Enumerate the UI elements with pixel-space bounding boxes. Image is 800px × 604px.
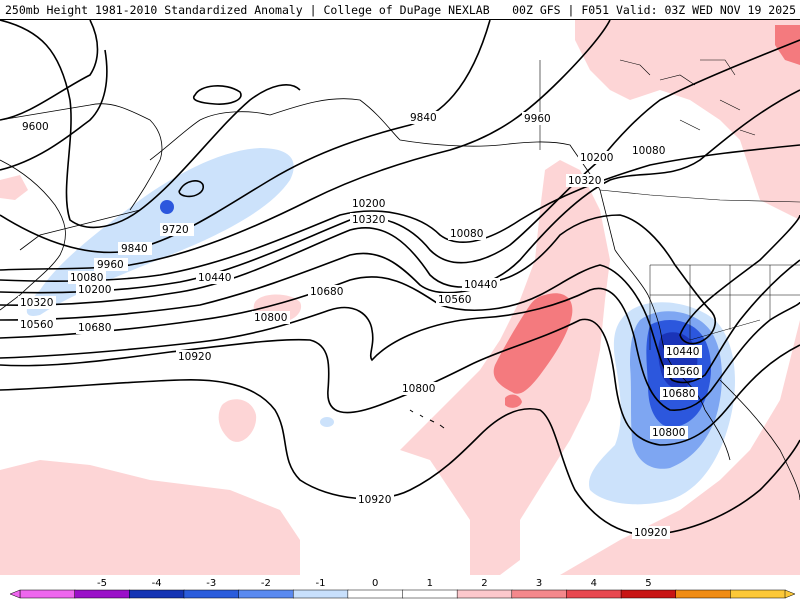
map-title: 250mb Height 1981-2010 Standardized Anom… [5, 3, 490, 17]
legend-segment [238, 589, 294, 599]
baja-coast [704, 379, 800, 501]
legend-tick-label: -5 [97, 578, 107, 589]
contour-10320 [0, 89, 800, 306]
label-9840-west: 9840 [121, 243, 148, 255]
label-10080-mid: 10080 [450, 228, 483, 240]
legend-segment [511, 589, 568, 599]
contour-10080 [0, 144, 800, 282]
anomaly-positive-mexico [560, 320, 800, 575]
arctic-islands [619, 59, 756, 136]
label-10560-west: 10560 [20, 319, 53, 331]
legend-segment [402, 589, 458, 599]
legend-tick-label: 0 [372, 578, 378, 589]
negative-anomaly-small-blob [320, 417, 334, 427]
label-10080-west: 10080 [70, 272, 103, 284]
label-10200-mid: 10200 [352, 198, 385, 210]
label-10320-mid: 10320 [352, 214, 385, 226]
contour-9600-west [0, 49, 108, 171]
label-10440-mid: 10440 [464, 279, 497, 291]
legend-colorbar: -5 -4 -3 -2 -1 0 1 2 3 4 5 [9, 578, 796, 599]
kamchatka [0, 159, 66, 311]
label-10920-east: 10920 [634, 527, 667, 539]
contour-9720-loop [178, 180, 205, 198]
label-10560-low: 10560 [666, 366, 699, 378]
label-9960-east: 9960 [524, 113, 551, 125]
label-10680-west: 10680 [78, 322, 111, 334]
contour-10440 [0, 214, 800, 345]
contour-10920 [0, 378, 800, 536]
legend-segment [292, 589, 349, 599]
label-10320-west: 10320 [20, 297, 53, 309]
contour-9840-ring [193, 85, 242, 105]
legend-tick-label: 5 [645, 578, 651, 589]
strong-positive-anomaly [493, 293, 573, 408]
weather-map: 9600 9720 9840 9960 10080 10200 10320 10… [0, 20, 800, 575]
contour-labels: 9600 9720 9840 9960 10080 10200 10320 10… [18, 111, 702, 539]
anomaly-positive-blob-3 [0, 175, 28, 200]
label-9720: 9720 [162, 224, 189, 236]
legend-color-segments [9, 589, 796, 599]
label-9600: 9600 [22, 121, 49, 133]
legend-segment [19, 589, 76, 599]
legend-tick-label: 1 [427, 578, 433, 589]
legend-tick-label: 2 [481, 578, 487, 589]
label-10200-west: 10200 [78, 284, 111, 296]
legend-tick-label: -1 [316, 578, 326, 589]
legend-segment [183, 589, 240, 599]
legend-segment [129, 589, 185, 599]
legend-segment [347, 589, 404, 599]
legend-tick-label: 3 [536, 578, 542, 589]
anomaly-positive-sw-pacific [0, 460, 300, 575]
label-10440-low: 10440 [666, 346, 699, 358]
legend-segment [456, 589, 513, 599]
label-10680-mid: 10680 [310, 286, 343, 298]
contour-10200 [0, 39, 800, 294]
us-west-coast [614, 249, 706, 411]
legend-cap-high [784, 589, 796, 599]
label-9840-east: 9840 [410, 112, 437, 124]
map-header: 250mb Height 1981-2010 Standardized Anom… [0, 0, 800, 20]
label-10800-low: 10800 [652, 427, 685, 439]
contour-9600-north [0, 20, 99, 121]
label-9960-west: 9960 [97, 259, 124, 271]
label-10920-west: 10920 [178, 351, 211, 363]
contour-10560 [0, 259, 800, 384]
us-state-lines [649, 264, 800, 350]
contour-9720 [0, 20, 301, 229]
legend-tick-labels: -5 -4 -3 -2 -1 0 1 2 3 4 5 [97, 578, 652, 589]
legend-tick-label: -3 [206, 578, 216, 589]
label-10560-mid: 10560 [438, 294, 471, 306]
hawaii-islands [409, 409, 445, 429]
map-canvas: 9600 9720 9840 9960 10080 10200 10320 10… [0, 20, 800, 575]
legend-segment [675, 589, 732, 599]
label-10680-low: 10680 [662, 388, 695, 400]
legend-segment [74, 589, 131, 599]
contour-9960 [0, 20, 611, 271]
anomaly-positive-blob-2 [218, 399, 257, 442]
contour-10680 [0, 287, 800, 411]
legend-tick-label: 4 [591, 578, 597, 589]
anomaly-positive-ne-canada [575, 20, 800, 220]
legend-segment [730, 589, 786, 599]
label-10320-east: 10320 [568, 175, 601, 187]
legend-cap-low [9, 589, 21, 599]
label-10800-west: 10800 [254, 312, 287, 324]
label-10440-west: 10440 [198, 272, 231, 284]
legend-tick-label: -4 [152, 578, 162, 589]
negative-anomaly-california-low [589, 302, 735, 505]
label-10080-ne: 10080 [632, 145, 665, 157]
canada-border [599, 189, 800, 203]
label-10800-mid: 10800 [402, 383, 435, 395]
height-contours [0, 20, 800, 536]
legend-segment [566, 589, 622, 599]
siberia-coast [0, 103, 163, 211]
anomaly-legend: -5 -4 -3 -2 -1 0 1 2 3 4 5 [0, 575, 800, 600]
contour-10800 [0, 318, 800, 446]
legend-segment [620, 589, 677, 599]
legend-tick-label: -2 [261, 578, 271, 589]
label-10200-east: 10200 [580, 152, 613, 164]
label-10920-mid: 10920 [358, 494, 391, 506]
model-run-info: 00Z GFS | F051 Valid: 03Z WED NOV 19 202… [512, 3, 796, 17]
